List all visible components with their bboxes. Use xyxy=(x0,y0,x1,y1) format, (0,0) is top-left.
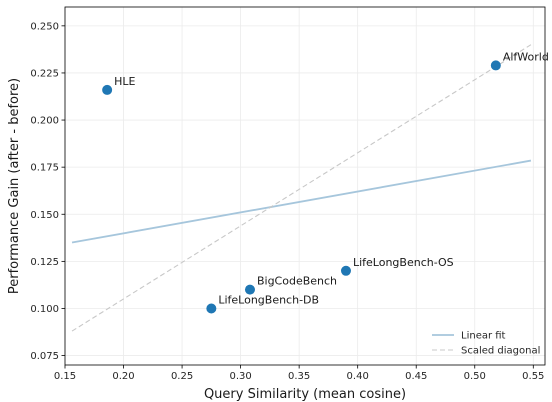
scaled-diagonal-line xyxy=(71,44,532,332)
y-axis-label: Performance Gain (after - before) xyxy=(7,78,22,294)
data-point xyxy=(206,303,217,314)
point-label: BigCodeBench xyxy=(257,275,337,288)
y-tick-label: 0.150 xyxy=(30,210,59,221)
y-axis-ticks: 0.075 0.100 0.125 0.150 0.175 0.200 0.225 0.250 xyxy=(30,21,65,362)
x-tick-label: 0.45 xyxy=(405,371,427,382)
y-tick-label: 0.125 xyxy=(30,257,59,268)
data-points: HLE AlfWorld LifeLongBench-OS BigCodeBench L… xyxy=(102,50,549,314)
legend-label: Scaled diagonal xyxy=(461,346,540,357)
grid xyxy=(64,7,545,365)
y-tick-label: 0.100 xyxy=(30,304,59,315)
data-point xyxy=(490,60,501,71)
y-tick-label: 0.250 xyxy=(30,21,59,32)
point-label: LifeLongBench-DB xyxy=(218,293,319,306)
x-axis-label: Query Similarity (mean cosine) xyxy=(204,387,406,402)
y-tick-label: 0.075 xyxy=(30,351,59,362)
legend: Linear fit Scaled diagonal xyxy=(432,331,540,357)
x-tick-label: 0.55 xyxy=(522,371,544,382)
data-point xyxy=(340,265,351,276)
data-point xyxy=(102,84,113,95)
x-tick-label: 0.40 xyxy=(347,371,369,382)
y-tick-label: 0.200 xyxy=(30,116,59,127)
x-tick-label: 0.35 xyxy=(288,371,310,382)
point-label: AlfWorld xyxy=(503,50,549,63)
x-tick-label: 0.50 xyxy=(464,371,486,382)
legend-label: Linear fit xyxy=(461,331,506,342)
plot-frame xyxy=(64,6,546,366)
data-point xyxy=(244,284,255,295)
x-tick-label: 0.30 xyxy=(229,371,251,382)
line-series xyxy=(71,44,532,332)
linear-fit-line xyxy=(71,159,532,244)
y-tick-label: 0.225 xyxy=(30,68,59,79)
x-tick-label: 0.15 xyxy=(54,371,76,382)
point-label: LifeLongBench-OS xyxy=(353,256,454,269)
x-axis-ticks: 0.15 0.20 0.25 0.30 0.35 0.40 0.45 0.50 0.55 xyxy=(54,365,544,382)
x-tick-label: 0.20 xyxy=(112,371,134,382)
point-label: HLE xyxy=(114,75,135,88)
y-tick-label: 0.175 xyxy=(30,163,59,174)
x-tick-label: 0.25 xyxy=(171,371,193,382)
